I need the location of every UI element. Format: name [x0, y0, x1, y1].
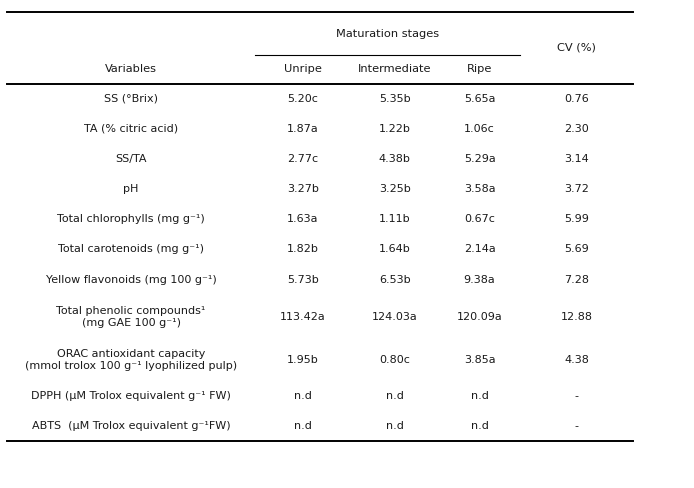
- Text: 1.87a: 1.87a: [287, 124, 319, 134]
- Text: 1.06c: 1.06c: [464, 124, 495, 134]
- Text: pH: pH: [124, 184, 139, 194]
- Text: 5.99: 5.99: [564, 214, 589, 224]
- Text: 1.82b: 1.82b: [287, 244, 319, 255]
- Text: Maturation stages: Maturation stages: [337, 29, 439, 39]
- Text: Variables: Variables: [105, 64, 157, 75]
- Text: -: -: [575, 421, 579, 431]
- Text: 113.42a: 113.42a: [280, 312, 325, 323]
- Text: n.d: n.d: [386, 421, 403, 431]
- Text: 5.73b: 5.73b: [287, 275, 319, 285]
- Text: 5.69: 5.69: [564, 244, 589, 255]
- Text: 2.77c: 2.77c: [287, 154, 319, 164]
- Text: 0.67c: 0.67c: [464, 214, 495, 224]
- Text: ORAC antioxidant capacity
(mmol trolox 100 g⁻¹ lyophilized pulp): ORAC antioxidant capacity (mmol trolox 1…: [25, 349, 237, 371]
- Text: 4.38: 4.38: [564, 355, 589, 366]
- Text: 6.53b: 6.53b: [379, 275, 410, 285]
- Text: Unripe: Unripe: [284, 64, 322, 75]
- Text: Ripe: Ripe: [467, 64, 492, 75]
- Text: 3.25b: 3.25b: [379, 184, 410, 194]
- Text: -: -: [575, 391, 579, 401]
- Text: Yellow flavonoids (mg 100 g⁻¹): Yellow flavonoids (mg 100 g⁻¹): [46, 275, 217, 285]
- Text: 1.11b: 1.11b: [379, 214, 410, 224]
- Text: n.d: n.d: [471, 421, 489, 431]
- Text: n.d: n.d: [294, 421, 312, 431]
- Text: 3.85a: 3.85a: [464, 355, 496, 366]
- Text: 1.64b: 1.64b: [379, 244, 410, 255]
- Text: Intermediate: Intermediate: [358, 64, 432, 75]
- Text: TA (% citric acid): TA (% citric acid): [84, 124, 178, 134]
- Text: 2.30: 2.30: [564, 124, 589, 134]
- Text: 4.38b: 4.38b: [379, 154, 411, 164]
- Text: 2.14a: 2.14a: [464, 244, 496, 255]
- Text: Total chlorophylls (mg g⁻¹): Total chlorophylls (mg g⁻¹): [57, 214, 205, 224]
- Text: 3.27b: 3.27b: [287, 184, 319, 194]
- Text: 1.63a: 1.63a: [287, 214, 319, 224]
- Text: 5.35b: 5.35b: [379, 94, 410, 104]
- Text: 120.09a: 120.09a: [457, 312, 502, 323]
- Text: n.d: n.d: [471, 391, 489, 401]
- Text: 7.28: 7.28: [564, 275, 589, 285]
- Text: DPPH (μM Trolox equivalent g⁻¹ FW): DPPH (μM Trolox equivalent g⁻¹ FW): [31, 391, 231, 401]
- Text: 3.14: 3.14: [564, 154, 589, 164]
- Text: SS (°Brix): SS (°Brix): [104, 94, 158, 104]
- Text: 9.38a: 9.38a: [464, 275, 496, 285]
- Text: 0.80c: 0.80c: [379, 355, 410, 366]
- Text: 12.88: 12.88: [561, 312, 593, 323]
- Text: ABTS  (μM Trolox equivalent g⁻¹FW): ABTS (μM Trolox equivalent g⁻¹FW): [32, 421, 230, 431]
- Text: n.d: n.d: [294, 391, 312, 401]
- Text: 1.95b: 1.95b: [287, 355, 319, 366]
- Text: 0.76: 0.76: [564, 94, 589, 104]
- Text: 5.20c: 5.20c: [287, 94, 319, 104]
- Text: Total carotenoids (mg g⁻¹): Total carotenoids (mg g⁻¹): [58, 244, 204, 255]
- Text: n.d: n.d: [386, 391, 403, 401]
- Text: Total phenolic compounds¹
(mg GAE 100 g⁻¹): Total phenolic compounds¹ (mg GAE 100 g⁻…: [56, 306, 205, 328]
- Text: CV (%): CV (%): [557, 43, 596, 53]
- Text: 3.72: 3.72: [564, 184, 589, 194]
- Text: 1.22b: 1.22b: [379, 124, 411, 134]
- Text: 3.58a: 3.58a: [464, 184, 496, 194]
- Text: 124.03a: 124.03a: [372, 312, 418, 323]
- Text: SS/TA: SS/TA: [115, 154, 147, 164]
- Text: 5.29a: 5.29a: [464, 154, 496, 164]
- Text: 5.65a: 5.65a: [464, 94, 496, 104]
